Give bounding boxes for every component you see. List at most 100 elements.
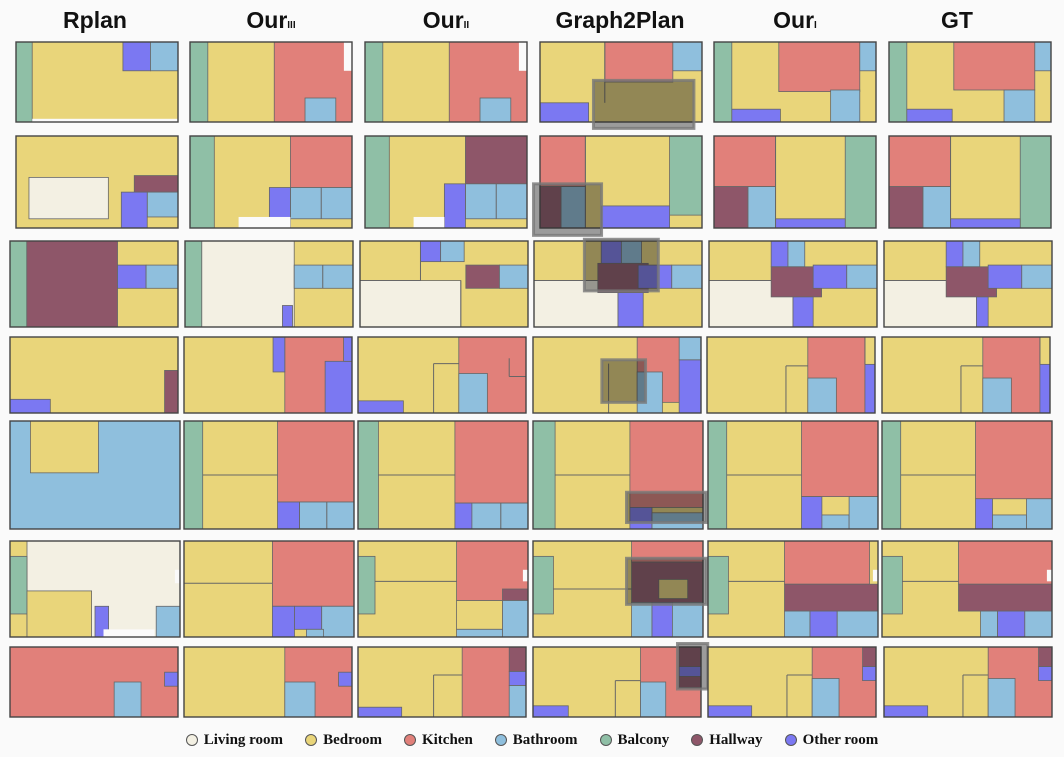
room-bathroom bbox=[848, 496, 879, 530]
room-living-room bbox=[201, 240, 295, 328]
room-kitchen bbox=[539, 135, 586, 187]
legend-item-bathroom: Bathroom bbox=[494, 732, 578, 749]
room-bathroom bbox=[987, 678, 1016, 718]
room-bathroom bbox=[304, 97, 337, 123]
room-bedroom bbox=[26, 590, 92, 638]
legend-item-kitchen: Kitchen bbox=[403, 731, 473, 749]
header-sub: III bbox=[287, 20, 296, 31]
floorplan-outline bbox=[707, 540, 879, 638]
room-balcony bbox=[888, 41, 908, 123]
legend-item-hallway: Hallway bbox=[691, 732, 763, 749]
room-other-room bbox=[707, 705, 753, 718]
room-other-room bbox=[809, 610, 838, 638]
room-kitchen bbox=[9, 646, 179, 718]
floorplan-cutout bbox=[238, 216, 291, 228]
room-bathroom bbox=[502, 600, 529, 638]
room-balcony bbox=[532, 555, 554, 615]
room-bathroom bbox=[560, 186, 586, 229]
legend-label: Kitchen bbox=[421, 731, 473, 748]
floorplan-outline bbox=[881, 540, 1053, 638]
floorplan-outline bbox=[713, 41, 877, 123]
room-bathroom bbox=[471, 502, 529, 530]
room-living-room bbox=[359, 280, 462, 328]
floorplan-outline bbox=[9, 540, 181, 638]
header-label: Graph2Plan bbox=[555, 7, 685, 33]
room-other-room bbox=[950, 218, 1021, 229]
column-header-our-iii: OurIII bbox=[186, 7, 356, 34]
floorplan-outline bbox=[707, 420, 879, 530]
room-kitchen bbox=[290, 135, 353, 188]
room-hallway bbox=[502, 588, 529, 601]
floorplan-outline bbox=[888, 41, 1052, 123]
floorplan-outline bbox=[9, 420, 181, 530]
room-other-room bbox=[601, 205, 670, 229]
floorplan-cutout bbox=[518, 42, 527, 71]
floorplan-outline bbox=[708, 240, 878, 328]
balcony-color-dot bbox=[599, 734, 612, 746]
room-other-room bbox=[357, 706, 403, 718]
room-other-room bbox=[164, 671, 179, 687]
room-bathroom bbox=[145, 264, 179, 289]
room-kitchen bbox=[604, 41, 674, 83]
room-balcony bbox=[532, 420, 556, 530]
floorplan-outline bbox=[183, 336, 353, 414]
floorplan-outline bbox=[707, 646, 877, 718]
room-balcony bbox=[184, 240, 203, 328]
floorplan-outline bbox=[713, 135, 877, 229]
room-other-room bbox=[443, 183, 466, 229]
room-other-room bbox=[770, 240, 789, 268]
room-bathroom bbox=[992, 514, 1027, 530]
room-bathroom bbox=[821, 514, 850, 530]
header-label: Our bbox=[246, 7, 288, 33]
floorplan-outline bbox=[533, 240, 703, 328]
floorplan-outline bbox=[881, 420, 1053, 530]
floorplan-cutout bbox=[103, 629, 155, 637]
room-other-room bbox=[976, 296, 989, 328]
room-hallway bbox=[888, 186, 924, 229]
room-kitchen bbox=[277, 420, 355, 503]
room-other-room bbox=[271, 605, 295, 638]
room-other-room bbox=[651, 602, 673, 638]
room-bathroom bbox=[747, 186, 776, 229]
room-other-room bbox=[338, 671, 353, 687]
room-bathroom bbox=[155, 605, 181, 638]
room-bathroom bbox=[980, 610, 998, 638]
room-balcony bbox=[881, 555, 903, 615]
floorplan-outline bbox=[532, 540, 704, 638]
floorplan-outline bbox=[706, 336, 876, 414]
room-other-room bbox=[678, 359, 702, 414]
bedroom-color-dot bbox=[305, 734, 318, 746]
floorplan-outline bbox=[364, 41, 528, 123]
room-other-room bbox=[343, 336, 353, 362]
room-kitchen bbox=[975, 420, 1053, 500]
room-other-room bbox=[801, 496, 823, 530]
room-bathroom bbox=[859, 41, 877, 72]
room-kitchen bbox=[454, 420, 529, 504]
other-color-dot bbox=[784, 734, 797, 746]
room-balcony bbox=[364, 135, 390, 229]
room-bathroom bbox=[787, 240, 806, 268]
room-other-room bbox=[420, 240, 442, 263]
room-bathroom bbox=[631, 602, 653, 638]
floorplan-outline bbox=[357, 336, 527, 414]
room-bathroom bbox=[784, 610, 811, 638]
legend-label: Other room bbox=[802, 731, 879, 748]
room-bathroom bbox=[456, 628, 503, 638]
room-other-room bbox=[120, 191, 148, 229]
room-balcony bbox=[707, 420, 728, 530]
column-header-graph2plan: Graph2Plan bbox=[535, 7, 705, 34]
room-bathroom bbox=[830, 89, 861, 123]
room-other-room bbox=[792, 296, 814, 328]
room-kitchen bbox=[888, 135, 951, 187]
floorplan-outline bbox=[532, 646, 702, 718]
room-hallway bbox=[26, 240, 118, 328]
floorplan-cutout bbox=[413, 216, 445, 228]
room-bathroom bbox=[1021, 264, 1053, 289]
header-sub: I bbox=[814, 20, 817, 31]
kitchen-color-dot bbox=[403, 734, 416, 746]
floorplan-outline bbox=[532, 336, 702, 414]
room-bathroom bbox=[807, 377, 837, 414]
living-color-dot bbox=[185, 734, 198, 746]
room-other-room bbox=[945, 240, 964, 268]
header-sub: II bbox=[463, 20, 470, 31]
